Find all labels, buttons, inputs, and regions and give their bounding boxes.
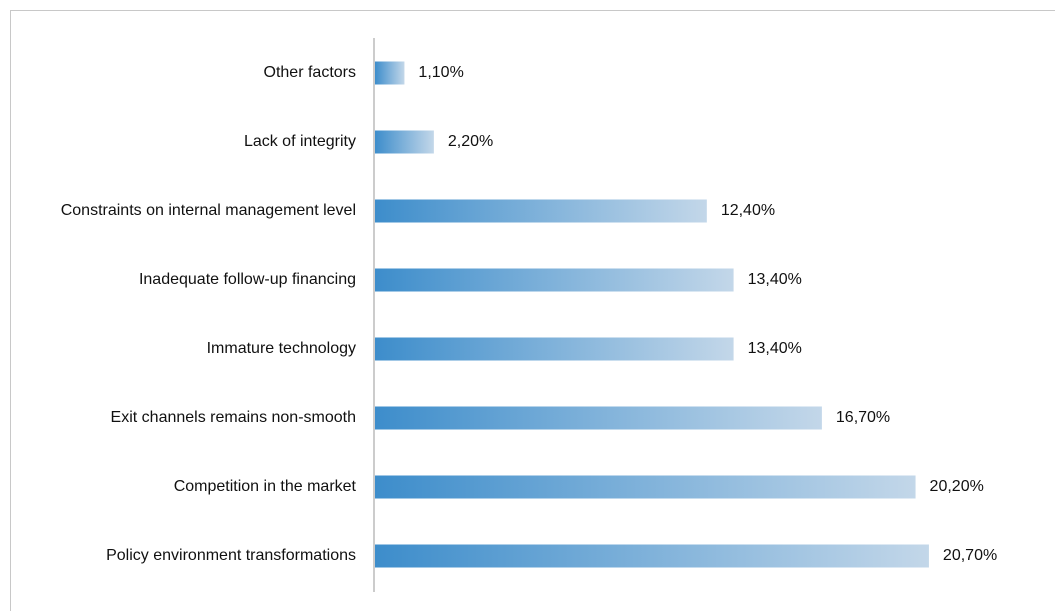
category-label: Other factors [264, 64, 356, 81]
bar [375, 130, 434, 154]
bar [375, 475, 916, 499]
bar [375, 406, 822, 430]
category-label: Immature technology [207, 340, 356, 357]
value-label: 20,20% [930, 478, 984, 495]
chart-frame [10, 10, 1055, 611]
value-label: 20,70% [943, 547, 997, 564]
category-label: Competition in the market [174, 478, 357, 495]
value-label: 13,40% [748, 340, 802, 357]
bar [375, 268, 734, 292]
bar [375, 61, 405, 85]
value-label: 1,10% [418, 64, 463, 81]
value-label: 16,70% [836, 409, 890, 426]
category-label: Lack of integrity [244, 133, 356, 150]
bar [375, 337, 734, 361]
bar [375, 199, 707, 223]
value-label: 2,20% [448, 133, 493, 150]
category-label: Exit channels remains non-smooth [111, 409, 356, 426]
bar [375, 544, 929, 568]
category-label: Inadequate follow-up financing [139, 271, 356, 288]
category-label: Policy environment transformations [106, 547, 356, 564]
value-label: 12,40% [721, 202, 775, 219]
category-label: Constraints on internal management level [61, 202, 356, 219]
value-label: 13,40% [748, 271, 802, 288]
